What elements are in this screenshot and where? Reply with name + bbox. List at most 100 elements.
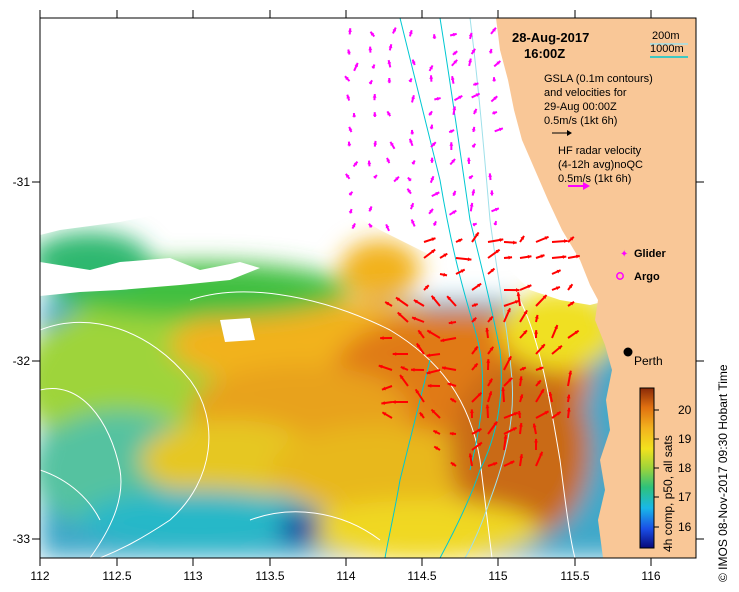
gsla-arrow-head xyxy=(452,32,457,37)
radar-arrow-head xyxy=(380,336,384,340)
gsla-arrow-head xyxy=(373,175,377,179)
radar-arrow-head xyxy=(489,346,494,351)
gsla-arrow-head xyxy=(430,176,434,181)
gsla-arrow-head xyxy=(345,173,350,178)
radar-arrow-head xyxy=(412,316,417,321)
radar-arrow-head xyxy=(485,404,490,409)
gsla-arrow-head xyxy=(494,207,499,212)
radar-arrow-head xyxy=(473,346,478,351)
gsla-arrow-head xyxy=(432,34,437,38)
radar-arrow-head xyxy=(566,407,571,412)
gsla-arrow-head xyxy=(408,78,412,83)
radar-arrow-head xyxy=(415,389,420,394)
radar-arrow-head xyxy=(542,295,547,299)
gsla-arrow-head xyxy=(372,112,377,116)
radar-arrow-head xyxy=(400,366,405,371)
radar-arrow-head xyxy=(378,364,383,369)
gsla-arrow-head xyxy=(492,27,496,32)
radar-arrow-head xyxy=(448,320,453,325)
date-label: 28-Aug-2017 xyxy=(512,30,589,45)
colorbar-tick: 19 xyxy=(678,432,692,446)
time-label: 16:00Z xyxy=(524,46,565,61)
hf-radar-arrows xyxy=(378,231,580,467)
radar-arrow-head xyxy=(443,272,448,277)
radar-arrow-head xyxy=(556,269,561,274)
radar-arrow-head xyxy=(472,317,477,322)
gsla-legend-line3: 29-Aug 00:00Z xyxy=(544,101,617,113)
axis-ticks xyxy=(32,10,704,566)
gsla-arrow-head xyxy=(412,59,416,64)
gsla-arrow-head xyxy=(354,62,359,67)
radar-arrow-head xyxy=(426,353,431,358)
radar-arrow-head xyxy=(544,236,549,240)
gsla-arrow-head xyxy=(458,95,463,100)
gsla-arrow-head xyxy=(493,221,498,226)
gsla-arrow-head xyxy=(411,160,415,165)
gsla-legend-line1: GSLA (0.1m contours) xyxy=(544,73,653,85)
radar-arrow-head xyxy=(499,238,504,242)
radar-arrow-head xyxy=(508,377,513,382)
radar-arrow-head xyxy=(520,235,525,240)
colorbar-ticks: 16 17 18 19 20 xyxy=(678,403,692,534)
gsla-arrow-head xyxy=(453,51,458,55)
perth-label: Perth xyxy=(634,354,663,368)
gsla-arrow-head xyxy=(449,142,454,146)
x-tick-label: 116 xyxy=(641,569,660,583)
radar-arrow-head xyxy=(540,389,544,394)
depth-legend-1000: 1000m xyxy=(650,43,684,55)
gsla-arrow-head xyxy=(407,188,412,193)
gsla-velocity-arrows xyxy=(344,27,504,232)
radar-arrow-head xyxy=(510,460,515,465)
radar-arrow-head xyxy=(488,316,493,321)
radar-arrow-head xyxy=(507,356,512,361)
radar-arrow-head xyxy=(424,285,429,290)
radar-arrow-head xyxy=(419,412,424,417)
gsla-arrow-head xyxy=(468,58,472,63)
gsla-arrow-head xyxy=(407,177,412,182)
radar-arrow-head xyxy=(441,366,446,370)
gsla-arrow-head xyxy=(432,221,437,226)
radar-arrow-head xyxy=(574,330,579,335)
radar-arrow-head xyxy=(568,284,573,289)
y-tick-label: -32 xyxy=(13,354,31,368)
gsla-arrow-head xyxy=(372,94,377,98)
radar-arrow-head xyxy=(503,435,508,439)
radar-arrow-head xyxy=(427,383,432,388)
radar-arrow-head xyxy=(447,296,451,301)
radar-arrow-head xyxy=(431,237,436,242)
x-tick-label: 115.5 xyxy=(560,569,589,583)
gsla-arrow-head xyxy=(386,157,391,162)
radar-arrow-head xyxy=(570,301,575,306)
radar-arrow-head xyxy=(563,239,568,244)
radar-arrow-head xyxy=(554,325,558,330)
radar-legend-line2: (4-12h avg)noQC xyxy=(558,159,643,171)
radar-arrow-head xyxy=(488,378,493,383)
radar-arrow-head xyxy=(527,254,532,259)
radar-arrow-head xyxy=(513,240,517,245)
gsla-arrow-head xyxy=(450,76,455,80)
gsla-arrow-head xyxy=(429,65,433,70)
gsla-arrow-head xyxy=(430,157,434,162)
radar-arrow-head xyxy=(413,300,418,304)
radar-arrow-head xyxy=(410,367,415,372)
radar-arrow-head xyxy=(532,423,537,428)
radar-arrow-head xyxy=(477,283,482,288)
glider-icon: ✦ xyxy=(620,249,628,260)
radar-arrow-head xyxy=(539,366,544,371)
radar-arrow-head xyxy=(475,232,479,237)
gsla-arrow-head xyxy=(466,157,471,162)
gsla-arrow-head xyxy=(435,192,440,196)
radar-arrow-head xyxy=(556,411,561,416)
radar-arrow-head xyxy=(469,409,474,413)
gsla-arrow-head xyxy=(373,140,378,145)
gsla-arrow-head xyxy=(471,48,476,53)
gsla-arrow-head xyxy=(348,191,353,196)
radar-arrow-head xyxy=(519,454,524,458)
radar-arrow-head xyxy=(493,421,498,426)
gsla-arrow-head xyxy=(368,46,373,51)
gsla-arrow-head xyxy=(411,95,415,100)
gsla-arrow-head xyxy=(429,208,433,213)
gsla-arrow-head xyxy=(367,160,372,165)
radar-arrow-head xyxy=(527,284,532,289)
radar-arrow-head xyxy=(569,236,574,241)
